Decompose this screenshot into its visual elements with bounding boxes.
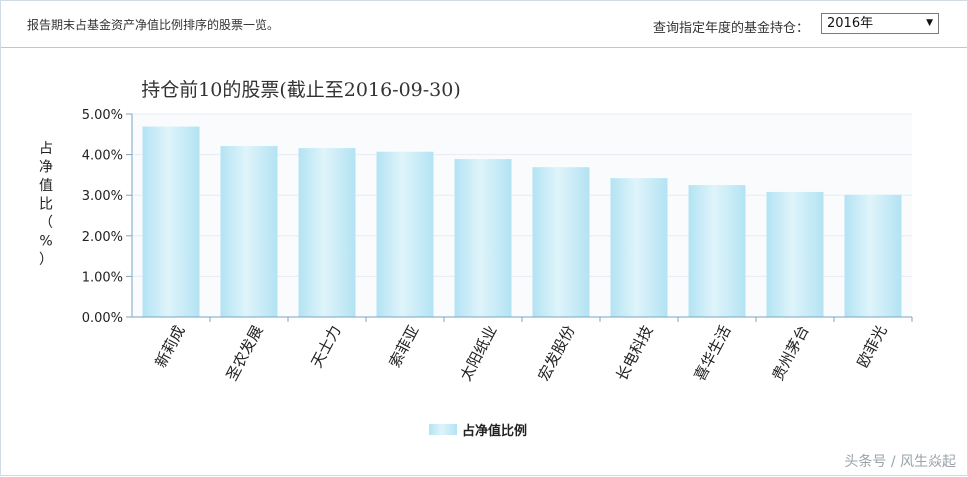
- y-axis-label-char: 占: [39, 141, 53, 157]
- y-axis-label-char: %: [39, 234, 52, 250]
- bar: [610, 178, 668, 317]
- top-toolbar: 报告期末占基金资产净值比例排序的股票一览。 查询指定年度的基金持仓： 2016年…: [0, 0, 968, 48]
- y-tick-label: 4.00%: [82, 149, 123, 164]
- y-tick-label: 1.00%: [82, 270, 123, 285]
- year-query-label: 查询指定年度的基金持仓：: [653, 21, 810, 36]
- x-tick-label: 天士力: [308, 322, 345, 370]
- bar: [844, 194, 902, 317]
- bar: [766, 191, 824, 317]
- report-description: 报告期末占基金资产净值比例排序的股票一览。: [27, 18, 280, 32]
- y-axis-label-char: ）: [39, 252, 53, 268]
- x-tick-label: 索菲亚: [386, 322, 423, 370]
- bar: [298, 148, 356, 317]
- bar: [454, 159, 512, 317]
- bar: [532, 167, 590, 317]
- x-tick-label: 新莉成: [152, 322, 189, 370]
- x-tick-label: 圣农发展: [222, 322, 266, 383]
- legend-label: 占净值比例: [462, 423, 527, 439]
- x-tick-label: 太阳纸业: [456, 322, 500, 383]
- y-tick-label: 0.00%: [82, 311, 123, 326]
- y-tick-label: 5.00%: [82, 108, 123, 123]
- y-axis-label-char: 净: [39, 160, 53, 176]
- dropdown-arrow-icon[interactable]: ▼: [926, 18, 933, 28]
- chart-panel: 持仓前10的股票(截止至2016-09-30) 0.00% 1.00% 2.00% 3.…: [0, 47, 968, 476]
- legend-swatch: [429, 424, 457, 435]
- y-axis-label-char: 值: [39, 178, 53, 194]
- x-tick-label: 宏发股份: [534, 322, 578, 383]
- year-select-value: 2016年: [827, 16, 874, 31]
- bar-chart: 持仓前10的股票(截止至2016-09-30) 0.00% 1.00% 2.00% 3.…: [39, 79, 913, 439]
- watermark: 头条号 / 风生焱起: [844, 454, 956, 470]
- x-tick-label: 贵州茅台: [768, 322, 812, 383]
- y-tick-label: 2.00%: [82, 230, 123, 245]
- y-tick-label: 3.00%: [82, 189, 123, 204]
- chart-title: 持仓前10的股票(截止至2016-09-30): [141, 79, 461, 101]
- bar: [376, 151, 434, 317]
- bar: [688, 185, 746, 317]
- x-tick-label: 欧菲光: [854, 322, 891, 370]
- bar: [220, 146, 278, 317]
- x-tick-label: 喜华生活: [690, 322, 734, 383]
- year-select[interactable]: 2016年 ▼: [821, 13, 939, 34]
- y-axis-label-char: （: [39, 215, 53, 231]
- bar: [142, 126, 200, 317]
- x-tick-label: 长电科技: [612, 322, 656, 383]
- y-axis-label-char: 比: [39, 197, 53, 213]
